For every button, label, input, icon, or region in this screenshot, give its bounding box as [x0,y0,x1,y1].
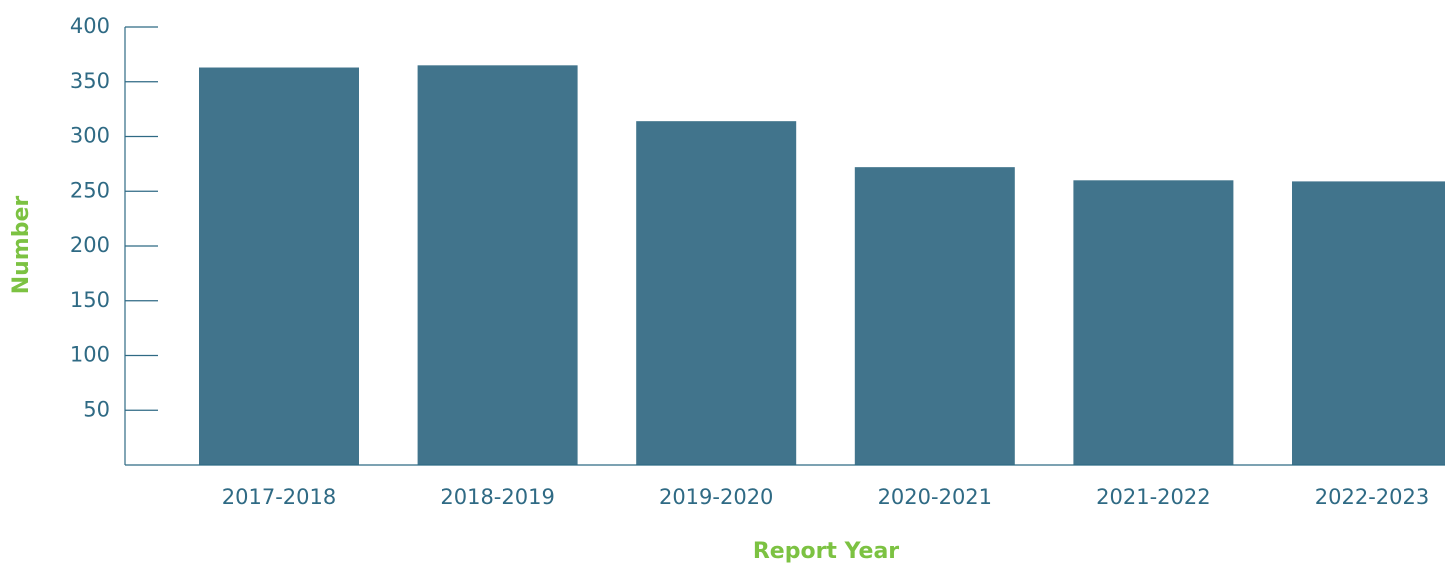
x-tick-label: 2022-2023 [1315,485,1429,509]
bar [417,65,578,465]
bar [854,167,1015,465]
y-axis-title: Number [9,196,34,295]
x-tick-label: 2021-2022 [1096,485,1210,509]
x-axis-title: Report Year [753,539,899,564]
x-tick-label: 2020-2021 [878,485,992,509]
y-tick-label: 350 [70,69,110,93]
bar [636,121,797,466]
bar [1073,180,1234,466]
bar [199,67,359,465]
y-tick-label: 100 [70,343,110,367]
y-tick-label: 200 [70,233,110,257]
x-tick-label: 2017-2018 [222,485,336,509]
y-tick-label: 300 [70,124,110,148]
y-tick-label: 50 [83,397,110,421]
y-tick-label: 250 [70,178,110,202]
bar [1292,181,1445,465]
x-tick-label: 2019-2020 [659,485,773,509]
y-tick-label: 400 [70,14,110,38]
x-tick-label: 2018-2019 [440,485,554,509]
y-tick-label: 150 [70,288,110,312]
